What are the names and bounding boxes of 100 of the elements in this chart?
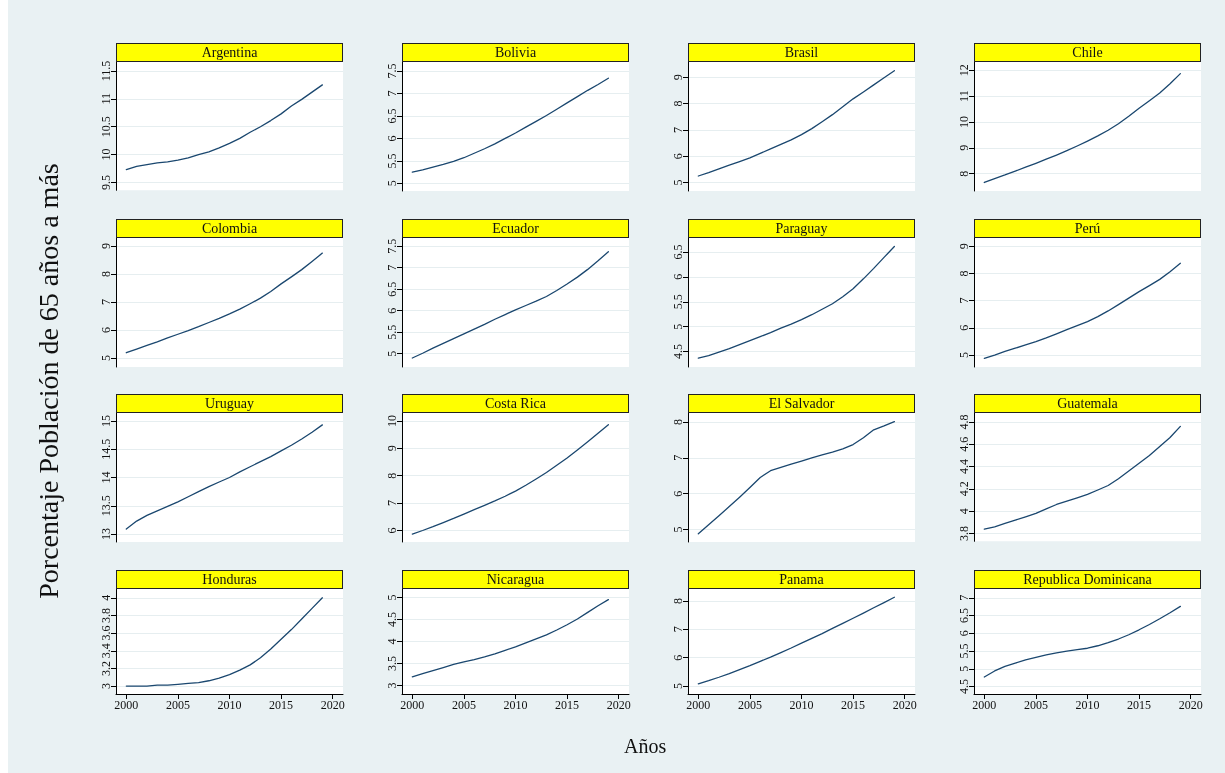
x-tick-label: 2005 xyxy=(165,698,190,713)
y-tick-label: 3.2 xyxy=(99,661,113,677)
y-tick-label: 7 xyxy=(671,626,685,633)
y-tick-label: 7 xyxy=(957,297,971,304)
chart-title: Argentina xyxy=(116,43,343,62)
y-tick-label: 8 xyxy=(957,270,971,277)
y-tick-label: 3.5 xyxy=(385,656,399,672)
x-tick-label: 2015 xyxy=(555,698,580,713)
y-tick-label: 6.5 xyxy=(385,108,399,124)
y-tick-label: 6 xyxy=(957,630,971,637)
y-tick-label: 9 xyxy=(957,242,971,249)
chart-title: Honduras xyxy=(116,570,343,590)
x-tick-label: 2000 xyxy=(686,698,711,713)
y-tick-label: 5.5 xyxy=(385,153,399,169)
x-tick-label: 2015 xyxy=(1127,698,1152,713)
chart-title: Guatemala xyxy=(974,394,1201,414)
chart-title: Costa Rica xyxy=(402,394,629,414)
y-tick-label: 14.5 xyxy=(99,439,113,461)
line-series xyxy=(697,421,896,535)
chart-title: Nicaragua xyxy=(402,570,629,590)
chart-title: Brasil xyxy=(688,43,915,62)
line-series xyxy=(125,84,324,171)
y-tick-label: 6 xyxy=(957,324,971,331)
x-tick-label: 2015 xyxy=(269,698,294,713)
y-tick-label: 3.6 xyxy=(99,625,113,641)
y-tick-label: 14 xyxy=(99,471,113,484)
y-tick-label: 9 xyxy=(957,144,971,151)
y-tick-label: 10.5 xyxy=(99,116,113,138)
y-tick-label: 6.5 xyxy=(385,281,399,297)
y-tick-label: 3 xyxy=(385,682,399,689)
y-tick-label: 4.2 xyxy=(957,481,971,497)
y-tick-label: 5 xyxy=(671,683,685,690)
y-tick-label: 5.5 xyxy=(671,293,685,309)
y-tick-label: 4.4 xyxy=(957,459,971,475)
y-tick-label: 9 xyxy=(671,74,685,81)
x-tick-label: 2010 xyxy=(789,698,814,713)
y-tick-label: 8 xyxy=(99,270,113,277)
y-tick-label: 5 xyxy=(957,665,971,672)
x-tick-label: 2005 xyxy=(1023,698,1048,713)
chart-title: Colombia xyxy=(116,218,343,238)
x-tick-label: 2020 xyxy=(606,698,631,713)
y-tick-label: 8 xyxy=(385,473,399,480)
y-tick-label: 7.5 xyxy=(385,238,399,254)
chart-title: Perú xyxy=(974,218,1201,238)
line-series xyxy=(697,596,896,685)
y-tick-label: 7 xyxy=(385,264,399,271)
line-series xyxy=(411,77,610,173)
y-tick-label: 8 xyxy=(957,170,971,177)
line-series xyxy=(411,599,610,678)
y-tick-label: 7 xyxy=(671,455,685,462)
chart-title: Chile xyxy=(974,43,1201,62)
y-tick-label: 11.5 xyxy=(99,60,113,82)
line-series xyxy=(697,70,896,177)
x-tick-label: 2010 xyxy=(1075,698,1100,713)
line-series xyxy=(697,245,896,359)
y-axis-title: Porcentaje Población de 65 años a más xyxy=(32,163,65,599)
y-tick-label: 12 xyxy=(957,64,971,77)
x-tick-label: 2000 xyxy=(972,698,997,713)
y-tick-label: 3.4 xyxy=(99,643,113,659)
line-series xyxy=(125,424,324,531)
y-tick-label: 7 xyxy=(957,594,971,601)
y-tick-label: 13 xyxy=(99,528,113,541)
y-tick-label: 5 xyxy=(671,179,685,186)
y-tick-label: 3.8 xyxy=(99,608,113,624)
y-tick-label: 6 xyxy=(99,326,113,333)
y-tick-label: 5 xyxy=(957,351,971,358)
y-tick-label: 6 xyxy=(671,153,685,160)
y-tick-label: 11 xyxy=(957,90,971,102)
chart-title: Paraguay xyxy=(688,218,915,238)
y-tick-label: 6 xyxy=(671,273,685,280)
y-tick-label: 6 xyxy=(385,527,399,534)
y-tick-label: 7 xyxy=(385,500,399,507)
line-series xyxy=(983,72,1182,184)
chart-title: Bolivia xyxy=(402,43,629,62)
y-tick-label: 4 xyxy=(385,638,399,645)
y-tick-label: 10 xyxy=(385,415,399,428)
y-tick-label: 6.5 xyxy=(671,244,685,260)
y-tick-label: 7 xyxy=(671,126,685,133)
y-tick-label: 9 xyxy=(99,242,113,249)
y-tick-label: 6.5 xyxy=(957,608,971,624)
y-tick-label: 13.5 xyxy=(99,495,113,517)
y-tick-label: 5.5 xyxy=(385,324,399,340)
x-tick-label: 2000 xyxy=(114,698,139,713)
y-tick-label: 9.5 xyxy=(99,175,113,190)
y-tick-label: 3.8 xyxy=(957,526,971,542)
x-tick-label: 2010 xyxy=(503,698,528,713)
y-tick-label: 4 xyxy=(957,508,971,515)
chart-title: Panama xyxy=(688,570,915,590)
line-series xyxy=(983,262,1182,359)
y-tick-label: 3 xyxy=(99,683,113,690)
x-tick-label: 2010 xyxy=(217,698,242,713)
y-tick-label: 5 xyxy=(671,526,685,533)
chart-title: Ecuador xyxy=(402,218,629,238)
y-tick-label: 10 xyxy=(99,148,113,161)
y-tick-label: 4.5 xyxy=(957,679,971,695)
line-series xyxy=(983,605,1182,678)
x-axis-title: Años xyxy=(624,734,667,758)
y-tick-label: 5 xyxy=(385,594,399,601)
y-tick-label: 4 xyxy=(99,594,113,601)
y-tick-label: 6 xyxy=(671,654,685,661)
